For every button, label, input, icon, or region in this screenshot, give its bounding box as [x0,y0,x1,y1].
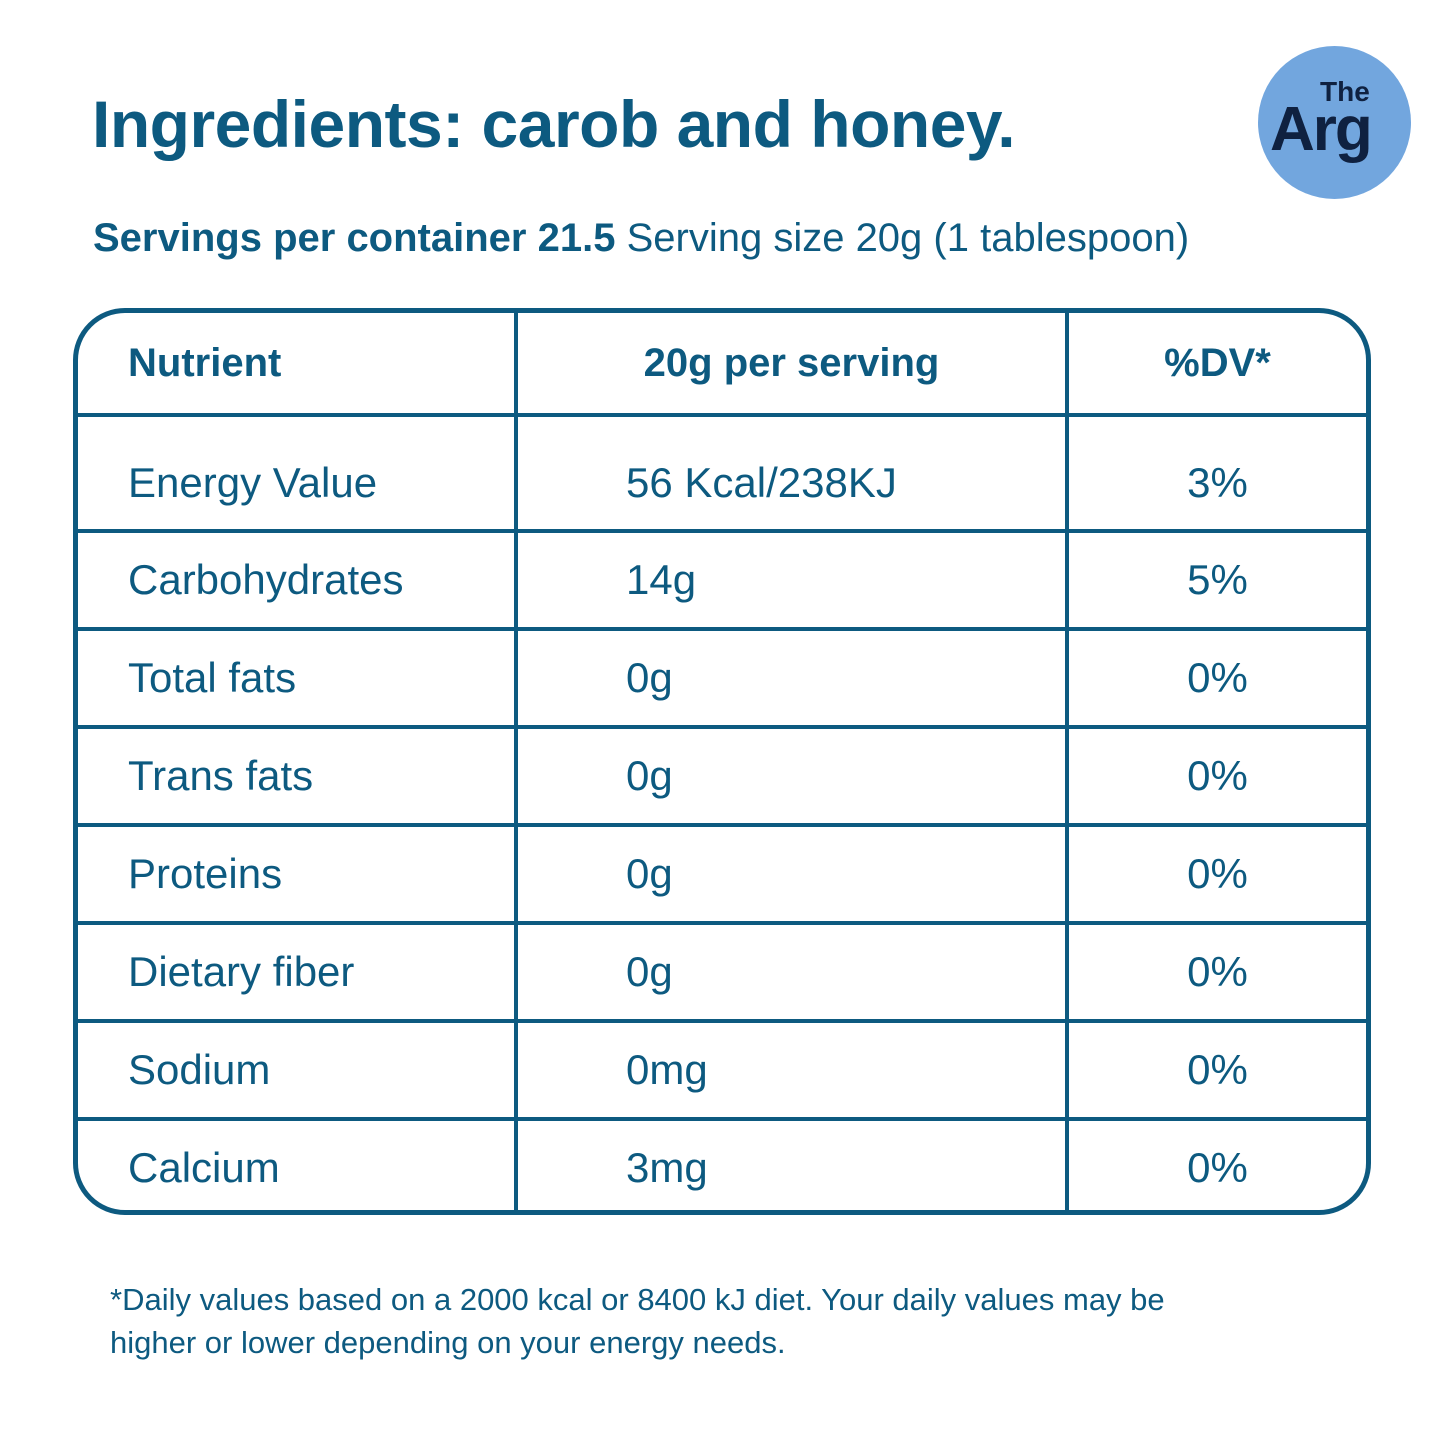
nutrition-table: Nutrient 20g per serving %DV* Energy Value 5… [73,308,1371,1215]
table-row: Total fats 0g 0% [78,627,1366,725]
table-cell: 0g [518,729,1069,823]
column-header: Nutrient [78,313,518,413]
table-cell: 14g [518,533,1069,627]
table-cell: 0% [1187,752,1248,799]
table-row: Energy Value 56 Kcal/238KJ 3% [78,413,1366,529]
table-cell: 0% [1187,850,1248,897]
servings-label: Servings per container 21.5 [93,216,616,260]
table-cell: 0g [518,925,1069,1019]
column-header: %DV* [1164,340,1271,385]
table-cell: Trans fats [78,729,518,823]
serving-size: Serving size 20g (1 tablespoon) [626,216,1190,260]
header-row: Nutrient 20g per serving %DV* [78,313,1366,413]
table-cell: Sodium [78,1023,518,1117]
table-cell: Total fats [78,631,518,725]
table-cell: 0% [1187,1144,1248,1191]
logo: The Arg [1258,46,1411,199]
table-cell: 5% [1187,556,1248,603]
table-row: Sodium 0mg 0% [78,1019,1366,1117]
table-cell: Carbohydrates [78,533,518,627]
table-cell: 0g [518,827,1069,921]
column-header: 20g per serving [518,313,1069,413]
footnote-line: *Daily values based on a 2000 kcal or 84… [110,1282,1165,1317]
table-cell: 56 Kcal/238KJ [518,417,1069,529]
table-row: Proteins 0g 0% [78,823,1366,921]
servings-line: Servings per container 21.5 Serving size… [93,216,1189,261]
title: Ingredients: carob and honey. [92,87,1016,161]
table-cell: Energy Value [78,417,518,529]
table-cell: Proteins [78,827,518,921]
footnote-line: higher or lower depending on your energy… [110,1325,786,1360]
table-row: Trans fats 0g 0% [78,725,1366,823]
table-cell: 0g [518,631,1069,725]
table-cell: 0% [1187,948,1248,995]
table-cell: 0% [1187,654,1248,701]
table-cell: 0% [1187,1046,1248,1093]
table-cell: Calcium [78,1121,518,1210]
table-row: Carbohydrates 14g 5% [78,529,1366,627]
logo-text: Arg [1270,95,1373,164]
footnote: *Daily values based on a 2000 kcal or 84… [110,1278,1165,1364]
table-cell: 0mg [518,1023,1069,1117]
table-row: Dietary fiber 0g 0% [78,921,1366,1019]
logo-text: The [1320,76,1370,107]
table-cell: 3mg [518,1121,1069,1210]
table-cell: 3% [1187,459,1248,506]
table-row: Calcium 3mg 0% [78,1117,1366,1210]
table-cell: Dietary fiber [78,925,518,1019]
